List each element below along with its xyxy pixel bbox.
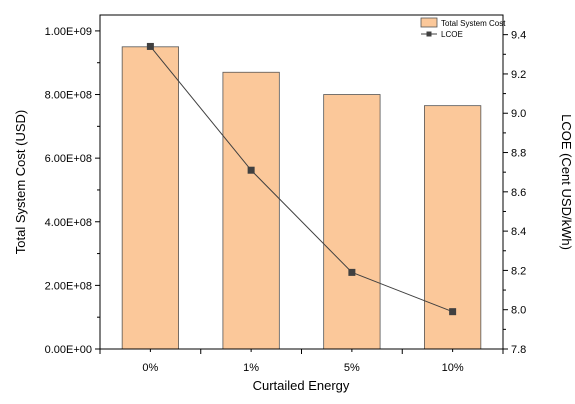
y-left-tick-label: 4.00E+08 [45, 217, 92, 229]
legend-swatch-total-system-cost [420, 17, 438, 28]
bar-5 [323, 94, 381, 350]
x-tick-label-0: 0% [142, 362, 158, 374]
x-tick-label-5: 5% [344, 362, 360, 374]
y-right-tick-label: 8.6 [511, 187, 526, 199]
y-right-tick-label: 8.8 [511, 148, 526, 160]
lcoe-point-5 [348, 268, 356, 276]
legend: Total System Cost LCOE [420, 17, 506, 39]
bars-layer [121, 46, 482, 350]
y-left-tick-label: 8.00E+08 [45, 90, 92, 102]
lcoe-line [149, 46, 453, 313]
lcoe-point-0 [146, 42, 154, 50]
y-right-tick-label: 9.4 [511, 30, 526, 42]
line-layer [146, 42, 457, 316]
y-axis-left: 0.00E+00 2.00E+08 4.00E+08 6.00E+08 8.00E+08… [45, 26, 100, 356]
y-right-tick-label: 8.4 [511, 226, 526, 238]
y-axis-right: 7.8 8.0 8.2 8.4 8.6 8.8 9.0 9.2 9.4 [503, 30, 526, 356]
lcoe-point-10 [449, 308, 457, 316]
y-right-tick-label: 9.0 [511, 108, 526, 120]
y-left-tick-label: 0.00E+00 [45, 344, 92, 356]
y-axis-right-title: LCOE (Cent USD/kWh) [559, 114, 574, 250]
y-right-tick-label: 9.2 [511, 69, 526, 81]
lcoe-point-1 [247, 166, 255, 174]
legend-marker-lcoe [426, 31, 432, 37]
y-right-tick-label: 8.0 [511, 305, 526, 317]
y-left-tick-label: 1.00E+09 [45, 26, 92, 38]
y-right-tick-label: 7.8 [511, 344, 526, 356]
legend-label-lcoe: LCOE [441, 30, 463, 39]
x-axis: 0% 1% 5% 10% [99, 349, 504, 374]
y-left-tick-label: 6.00E+08 [45, 153, 92, 165]
bar-1 [222, 71, 280, 350]
x-axis-title: Curtailed Energy [253, 378, 350, 393]
bar-0 [121, 46, 179, 350]
legend-label-total-system-cost: Total System Cost [441, 19, 506, 28]
x-tick-label-10: 10% [442, 362, 464, 374]
x-tick-label-1: 1% [243, 362, 259, 374]
y-right-tick-label: 8.2 [511, 265, 526, 277]
y-left-tick-label: 2.00E+08 [45, 280, 92, 292]
y-axis-left-title: Total System Cost (USD) [13, 110, 28, 254]
